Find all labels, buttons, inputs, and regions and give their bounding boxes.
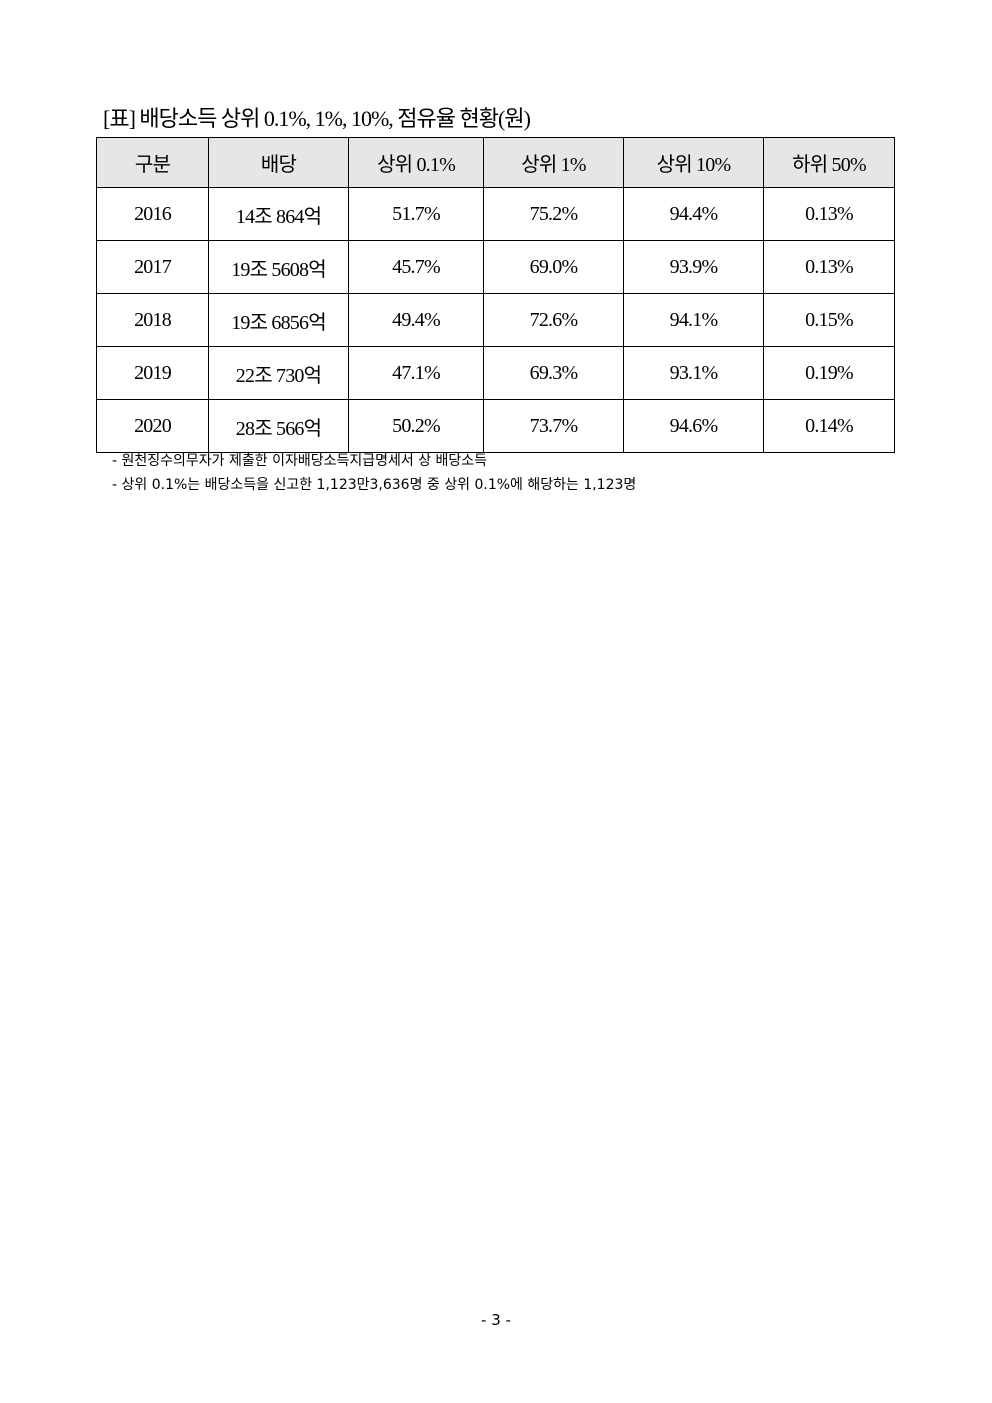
- table-cell: 0.19%: [763, 346, 895, 400]
- table-cell: 94.1%: [623, 293, 764, 347]
- table-cell: 75.2%: [483, 187, 624, 241]
- table-cell: 2020: [96, 399, 209, 453]
- table-cell: 14조 864억: [208, 187, 349, 241]
- dividend-share-table: 구분 배당 상위 0.1% 상위 1% 상위 10% 하위 50% 2016 14…: [96, 137, 895, 453]
- table-cell: 69.3%: [483, 346, 624, 400]
- table-cell: 0.13%: [763, 240, 895, 294]
- table-row: 2016 14조 864억 51.7% 75.2% 94.4% 0.13%: [96, 187, 895, 241]
- table-row: 2019 22조 730억 47.1% 69.3% 93.1% 0.19%: [96, 346, 895, 400]
- header-cell: 상위 10%: [623, 137, 764, 188]
- table-cell: 94.6%: [623, 399, 764, 453]
- table-cell: 69.0%: [483, 240, 624, 294]
- table-cell: 93.1%: [623, 346, 764, 400]
- table-cell: 50.2%: [348, 399, 484, 453]
- header-cell: 하위 50%: [763, 137, 895, 188]
- table-notes: - 원천징수의무자가 제출한 이자배당소득지급명세서 상 배당소득 - 상위 0…: [112, 450, 636, 497]
- table-cell: 94.4%: [623, 187, 764, 241]
- table-row: 2020 28조 566억 50.2% 73.7% 94.6% 0.14%: [96, 399, 895, 453]
- table-cell: 93.9%: [623, 240, 764, 294]
- table-cell: 2017: [96, 240, 209, 294]
- table-row: 2018 19조 6856억 49.4% 72.6% 94.1% 0.15%: [96, 293, 895, 347]
- table-cell: 19조 5608억: [208, 240, 349, 294]
- table-caption: [표] 배당소득 상위 0.1%, 1%, 10%, 점유율 현황(원): [103, 106, 531, 131]
- table-cell: 49.4%: [348, 293, 484, 347]
- table-cell: 72.6%: [483, 293, 624, 347]
- table-cell: 0.14%: [763, 399, 895, 453]
- table-cell: 73.7%: [483, 399, 624, 453]
- table-cell: 2016: [96, 187, 209, 241]
- table-cell: 2019: [96, 346, 209, 400]
- table-cell: 2018: [96, 293, 209, 347]
- table-cell: 45.7%: [348, 240, 484, 294]
- table-cell: 47.1%: [348, 346, 484, 400]
- table-cell: 28조 566억: [208, 399, 349, 453]
- header-cell: 구분: [96, 137, 209, 188]
- table-row: 2017 19조 5608억 45.7% 69.0% 93.9% 0.13%: [96, 240, 895, 294]
- page-number: - 3 -: [481, 1311, 511, 1329]
- table-cell: 0.15%: [763, 293, 895, 347]
- table-header-row: 구분 배당 상위 0.1% 상위 1% 상위 10% 하위 50%: [96, 137, 895, 188]
- table-cell: 51.7%: [348, 187, 484, 241]
- header-cell: 상위 0.1%: [348, 137, 484, 188]
- table-cell: 22조 730억: [208, 346, 349, 400]
- header-cell: 상위 1%: [483, 137, 624, 188]
- note: - 상위 0.1%는 배당소득을 신고한 1,123만3,636명 중 상위 0…: [112, 476, 637, 493]
- table-cell: 0.13%: [763, 187, 895, 241]
- header-cell: 배당: [208, 137, 349, 188]
- table-cell: 19조 6856억: [208, 293, 349, 347]
- note: - 원천징수의무자가 제출한 이자배당소득지급명세서 상 배당소득: [112, 453, 488, 469]
